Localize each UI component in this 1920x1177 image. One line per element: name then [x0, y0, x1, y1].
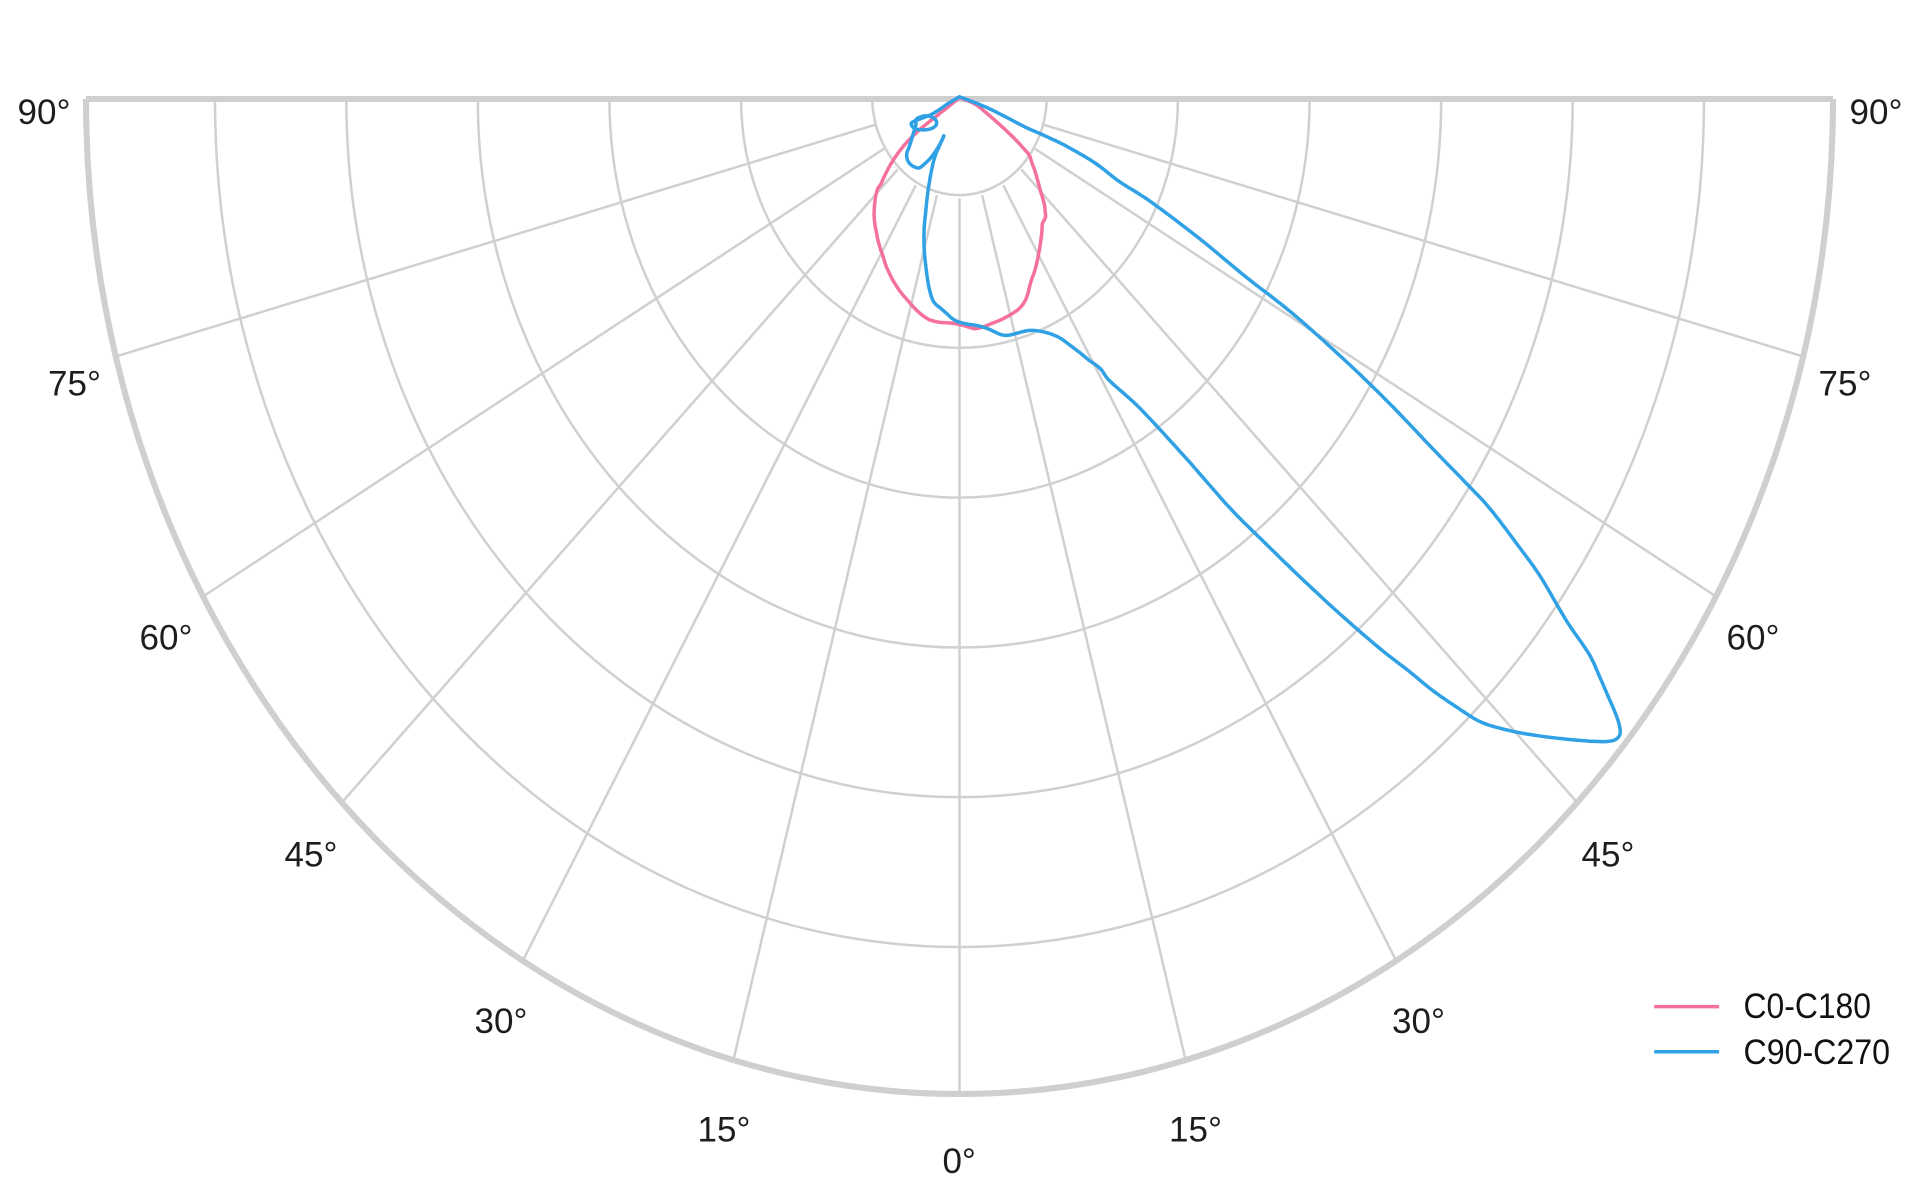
svg-text:60°: 60°	[140, 618, 193, 657]
svg-text:0°: 0°	[942, 1142, 975, 1177]
svg-text:C0-C180: C0-C180	[1744, 987, 1872, 1026]
svg-text:15°: 15°	[698, 1110, 751, 1149]
svg-text:75°: 75°	[1819, 365, 1872, 404]
svg-text:C90-C270: C90-C270	[1744, 1033, 1891, 1072]
svg-text:90°: 90°	[1850, 93, 1903, 132]
svg-text:45°: 45°	[1582, 836, 1635, 875]
svg-text:75°: 75°	[48, 365, 101, 404]
svg-text:15°: 15°	[1169, 1110, 1222, 1149]
svg-text:60°: 60°	[1727, 618, 1780, 657]
svg-text:30°: 30°	[475, 1002, 528, 1041]
svg-text:30°: 30°	[1392, 1002, 1445, 1041]
svg-text:45°: 45°	[285, 836, 338, 875]
svg-text:90°: 90°	[18, 93, 71, 132]
